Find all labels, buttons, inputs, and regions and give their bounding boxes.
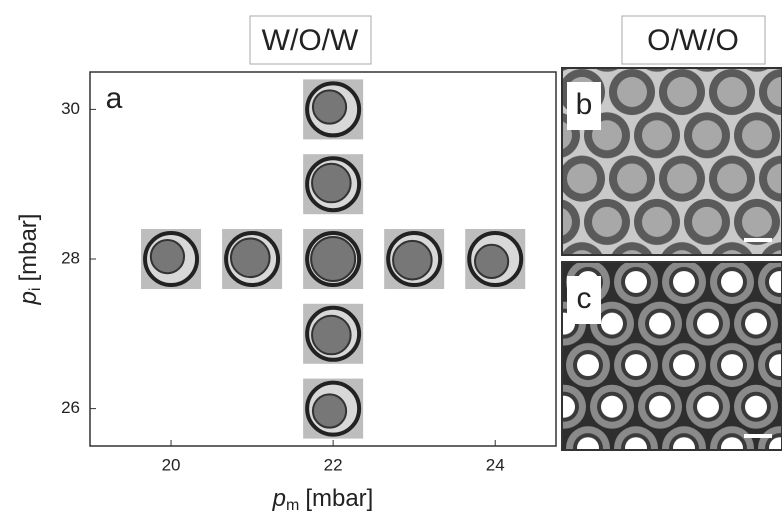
y-axis-label: pi [mbar] [15, 214, 44, 306]
plot [90, 79, 526, 446]
droplet-image [384, 229, 445, 289]
inner-drop [392, 239, 433, 281]
unit: [mbar] [15, 214, 42, 282]
symbol: p [272, 485, 286, 512]
y-tick-label: 28 [61, 248, 80, 267]
label-bg [567, 82, 601, 130]
panel-frame [561, 67, 782, 256]
y-tick-label: 30 [61, 99, 80, 118]
x-axis-label: pm [mbar] [272, 485, 374, 514]
panel-frame [561, 261, 782, 451]
droplet-image [303, 303, 364, 364]
inner-drop [311, 393, 348, 429]
y-tick-label: 26 [61, 398, 80, 417]
header: W/O/W [262, 24, 359, 57]
x-tick-label: 22 [324, 455, 343, 474]
panel-label: c [577, 282, 592, 315]
droplet-image [141, 229, 202, 289]
label-bg [567, 276, 601, 324]
subscript: m [286, 497, 299, 514]
header-box [249, 15, 372, 65]
subscript: i [27, 288, 44, 292]
x-tick-label: 24 [486, 455, 505, 474]
inner-drop [311, 162, 352, 204]
inner-drop [149, 239, 186, 275]
inner-drop [311, 314, 352, 356]
symbol: p [15, 291, 42, 305]
x-tick-label: 20 [162, 455, 181, 474]
header-box [621, 15, 766, 65]
inner-drop [311, 89, 348, 125]
inner-drop [229, 237, 271, 279]
droplet-image [222, 229, 283, 289]
header: O/W/O [647, 24, 739, 57]
droplet-image [303, 79, 364, 140]
inner-drop [310, 236, 357, 282]
droplet-image [465, 229, 526, 289]
panel-label: b [576, 88, 593, 121]
droplet-image [303, 154, 364, 215]
panel-label: a [106, 82, 123, 115]
inner-drop [474, 243, 510, 279]
droplet-image [303, 378, 364, 439]
droplet-image [303, 229, 364, 289]
unit: [mbar] [305, 485, 373, 512]
